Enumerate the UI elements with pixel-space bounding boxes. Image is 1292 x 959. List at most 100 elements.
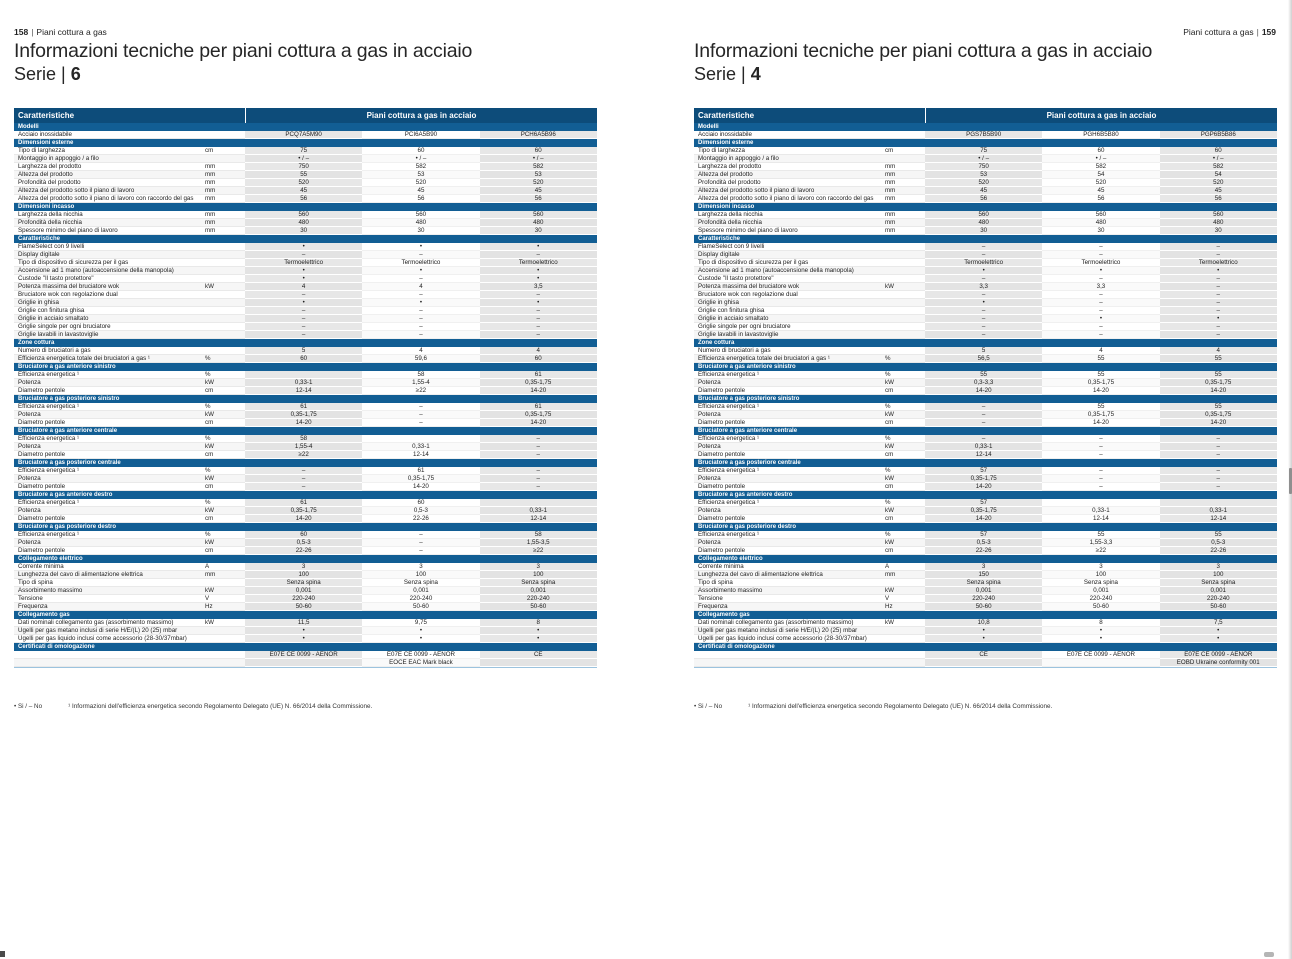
spec-value: • — [245, 299, 363, 307]
spec-value: 0,5-3 — [1159, 539, 1277, 547]
spec-value: 560 — [1042, 211, 1159, 219]
spec-value: – — [362, 315, 480, 323]
section-header: Zone cottura — [14, 339, 597, 347]
spec-value: 50-60 — [1042, 603, 1160, 611]
spec-value: Termoelettrico — [1159, 259, 1277, 267]
spec-unit: % — [885, 355, 925, 363]
spec-row: Ugelli per gas liquido inclusi come acce… — [14, 635, 597, 643]
spec-value: – — [925, 307, 1043, 315]
series-label: Serie | 4 — [694, 64, 761, 85]
section-header: Dimensioni incasso — [694, 203, 1277, 211]
spec-value: 45 — [1159, 187, 1277, 195]
spec-row: Diametro pentole cm 12-14 ≥22 14-20 — [14, 387, 597, 395]
spec-label: Tensione — [694, 595, 885, 603]
spec-value: 45 — [1042, 187, 1160, 195]
spec-value: 3 — [479, 563, 597, 571]
spec-value: – — [245, 291, 363, 299]
spec-label: Griglie con finitura ghisa — [694, 307, 885, 315]
spec-row: Efficienza energetica ¹% –61– — [14, 467, 597, 475]
spec-value: 58 — [479, 531, 597, 539]
spec-unit: mm — [205, 227, 245, 235]
spec-row: Efficienza energetica ¹% 57– – — [694, 467, 1277, 475]
breadcrumb: Piani cottura a gas — [36, 27, 107, 37]
spec-label: Ugelli per gas liquido inclusi come acce… — [694, 635, 885, 643]
spec-row: Potenza kW 0,33-1 1,55-4 0,35-1,75 — [14, 379, 597, 387]
spec-value: 0,33-1 — [1042, 507, 1160, 515]
spec-value: ≥22 — [479, 547, 597, 555]
spec-label: Potenza — [14, 411, 205, 419]
spec-row: Potenza kW 0,35-1,75– – — [694, 475, 1277, 483]
spec-label: Griglie in acciaio smaltato — [14, 315, 205, 323]
spec-value: 45 — [479, 187, 597, 195]
spec-row: Profondità del prodotto mm 520 520 520 — [694, 179, 1277, 187]
spec-unit — [885, 259, 925, 267]
table-header-row: Caratteristiche Piani cottura a gas in a… — [694, 108, 1277, 123]
spec-value: – — [245, 331, 363, 339]
spec-value: 4 — [1159, 347, 1277, 355]
spec-unit: mm — [205, 219, 245, 227]
spec-value: • / – — [479, 155, 597, 163]
spec-value: 50-60 — [1159, 603, 1277, 611]
page-header-left: 158 | Piani cottura a gas — [14, 27, 107, 37]
spec-label: Numero di bruciatori a gas — [694, 347, 885, 355]
table-header-products: Piani cottura a gas in acciaio — [926, 108, 1277, 123]
spec-table-body: Modelli Acciaio inossidabile PGS7B5B90 PGH6… — [694, 123, 1277, 667]
spec-unit: kW — [885, 283, 925, 291]
spec-unit: mm — [205, 179, 245, 187]
spec-row: Ugelli per gas metano inclusi di serie H… — [694, 627, 1277, 635]
spec-label: Tipo di larghezza — [694, 147, 885, 155]
spec-label: Altezza del prodotto sotto il piano di l… — [694, 187, 885, 195]
spec-value: – — [1042, 251, 1160, 259]
spec-value: – — [479, 475, 597, 483]
spec-label: Assorbimento massimo — [14, 587, 205, 595]
spec-row: Lunghezza del cavo di alimentazione elet… — [694, 571, 1277, 579]
spec-value: 75 — [925, 147, 1043, 155]
spec-row: Profondità della nicchia mm 480 480 480 — [694, 219, 1277, 227]
spec-value: ≥22 — [245, 451, 363, 459]
spec-value: – — [362, 403, 479, 411]
spec-value: – — [479, 251, 597, 259]
spec-row: Altezza del prodotto sotto il piano di l… — [694, 187, 1277, 195]
spec-label: Tipo di dispositivo di sicurezza per il … — [694, 259, 885, 267]
spec-row: Griglie in acciaio smaltato – – – — [14, 315, 597, 323]
spec-value: E07E CE 0099 - AENOR — [362, 651, 479, 659]
spec-label: Custode "Il tasto protettore" — [694, 275, 885, 283]
spec-unit — [885, 299, 925, 307]
spec-row: Numero di bruciatori a gas 5 4 4 — [14, 347, 597, 355]
spec-value: E07E CE 0099 - AENOR — [1042, 651, 1159, 659]
spec-label: Efficienza energetica ¹ — [694, 499, 885, 507]
spec-label — [694, 659, 885, 667]
spec-value: – — [479, 331, 597, 339]
spec-value: – — [1159, 451, 1277, 459]
spec-value: 3 — [362, 563, 479, 571]
spec-value: 60 — [245, 355, 363, 363]
spec-label — [14, 651, 205, 659]
spec-unit — [885, 347, 925, 355]
spec-row: Larghezza del prodotto mm 750 582 582 — [14, 163, 597, 171]
section-header: Caratteristiche — [694, 235, 1277, 243]
spec-label: Accensione ad 1 mano (autoaccensione del… — [14, 267, 205, 275]
spec-value: 100 — [1042, 571, 1160, 579]
spec-row: Griglie in acciaio smaltato – • • — [694, 315, 1277, 323]
spec-value: • — [479, 299, 597, 307]
section-header: Collegamento gas — [14, 611, 597, 619]
spec-value: PGH6B5B80 — [1042, 131, 1159, 139]
spec-label: Montaggio in appoggio / a filo — [694, 155, 885, 163]
spec-value: 0,35-1,75 — [1159, 411, 1277, 419]
spec-value: 220-240 — [1159, 595, 1277, 603]
spec-value: 220-240 — [925, 595, 1043, 603]
spec-value: 3 — [1159, 563, 1277, 571]
spec-value: 56 — [362, 195, 479, 203]
spec-value: 14-20 — [1159, 387, 1277, 395]
spec-unit: mm — [885, 163, 925, 171]
spec-unit: % — [205, 355, 245, 363]
spec-unit: mm — [885, 211, 925, 219]
spec-label: Diametro pentole — [14, 387, 205, 395]
spec-value: 520 — [245, 179, 363, 187]
spec-value: – — [1042, 323, 1159, 331]
spec-value: 3 — [245, 563, 363, 571]
spec-row: Altezza del prodotto mm 53 54 54 — [694, 171, 1277, 179]
spec-label: Profondità del prodotto — [14, 179, 205, 187]
spec-value: 582 — [1159, 163, 1277, 171]
spec-value: 12-14 — [479, 515, 597, 523]
